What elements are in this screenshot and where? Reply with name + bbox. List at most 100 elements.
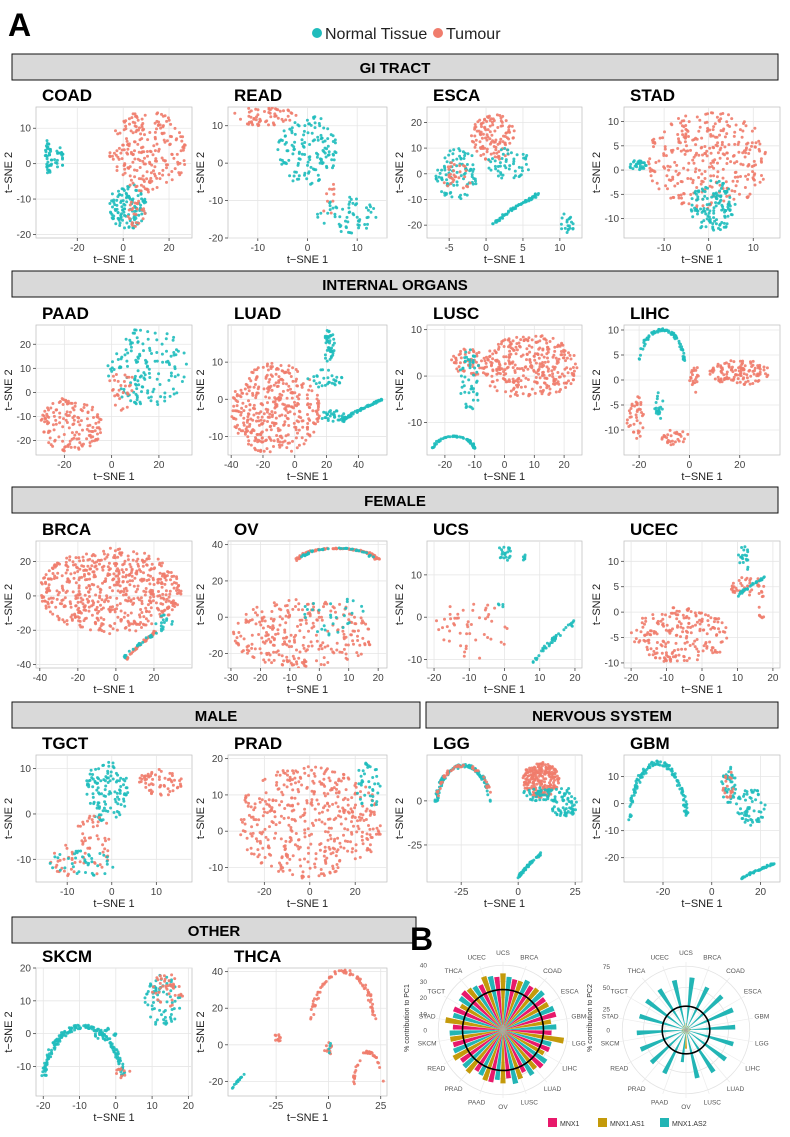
point-normal bbox=[690, 197, 694, 201]
point-tumour bbox=[465, 632, 469, 636]
point-normal bbox=[303, 173, 306, 177]
point-tumour bbox=[233, 111, 237, 115]
point-normal bbox=[313, 115, 317, 119]
point-normal bbox=[718, 189, 722, 193]
point-tumour bbox=[269, 373, 273, 377]
point-tumour bbox=[141, 159, 145, 163]
point-tumour bbox=[282, 659, 286, 663]
point-tumour bbox=[335, 641, 339, 645]
point-tumour bbox=[664, 651, 668, 655]
point-normal bbox=[44, 148, 48, 152]
point-normal bbox=[728, 204, 732, 208]
point-tumour bbox=[136, 118, 140, 122]
point-tumour bbox=[83, 568, 87, 572]
point-normal bbox=[634, 163, 638, 167]
point-normal bbox=[290, 143, 294, 147]
point-normal bbox=[172, 353, 176, 357]
point-normal bbox=[162, 621, 166, 624]
x-tick-label: -10 bbox=[467, 460, 482, 471]
point-normal bbox=[465, 437, 469, 441]
point-tumour bbox=[523, 385, 527, 389]
point-tumour bbox=[247, 649, 251, 653]
point-normal bbox=[712, 228, 716, 232]
point-normal bbox=[332, 153, 335, 157]
point-normal bbox=[365, 226, 368, 230]
point-normal bbox=[367, 554, 371, 558]
y-tick-label: 0 bbox=[25, 388, 31, 399]
point-tumour bbox=[247, 439, 251, 443]
group-header-gi-tract: GI TRACT bbox=[11, 53, 779, 81]
point-tumour bbox=[47, 597, 51, 601]
point-normal bbox=[513, 169, 517, 173]
point-tumour bbox=[297, 420, 300, 424]
point-normal bbox=[307, 170, 311, 174]
point-tumour bbox=[458, 170, 462, 174]
point-normal bbox=[303, 124, 307, 128]
point-tumour bbox=[175, 137, 179, 141]
point-tumour bbox=[698, 118, 702, 122]
point-tumour bbox=[241, 649, 245, 653]
point-tumour bbox=[697, 176, 701, 179]
point-tumour bbox=[233, 390, 237, 393]
point-normal bbox=[288, 174, 292, 178]
point-tumour bbox=[281, 389, 285, 393]
point-tumour bbox=[249, 430, 253, 434]
point-tumour bbox=[452, 622, 456, 626]
point-tumour bbox=[709, 134, 713, 138]
point-tumour bbox=[136, 622, 140, 626]
point-normal bbox=[363, 223, 367, 226]
point-tumour bbox=[146, 603, 150, 607]
point-tumour bbox=[288, 613, 292, 617]
point-tumour bbox=[754, 141, 758, 145]
point-tumour bbox=[47, 583, 51, 587]
point-tumour bbox=[65, 410, 69, 414]
point-normal bbox=[149, 635, 152, 639]
point-tumour bbox=[111, 577, 115, 581]
point-tumour bbox=[291, 379, 295, 383]
point-tumour bbox=[235, 404, 239, 408]
point-tumour bbox=[249, 115, 253, 119]
y-axis-label: t−SNE 2 bbox=[591, 152, 603, 193]
point-tumour bbox=[736, 175, 740, 179]
point-tumour bbox=[510, 124, 514, 128]
point-tumour bbox=[437, 628, 441, 632]
point-tumour bbox=[641, 625, 645, 629]
point-tumour bbox=[123, 626, 127, 630]
point-tumour bbox=[50, 566, 54, 570]
point-tumour bbox=[491, 369, 495, 373]
point-normal bbox=[526, 168, 530, 172]
point-normal bbox=[475, 393, 479, 397]
point-tumour bbox=[285, 446, 289, 450]
point-tumour bbox=[573, 362, 577, 366]
point-normal bbox=[291, 179, 295, 183]
point-tumour bbox=[634, 413, 638, 417]
point-normal bbox=[328, 357, 332, 361]
point-tumour bbox=[146, 138, 150, 142]
point-tumour bbox=[443, 617, 446, 621]
point-tumour bbox=[265, 428, 269, 432]
point-tumour bbox=[519, 338, 523, 342]
point-tumour bbox=[711, 134, 715, 138]
point-tumour bbox=[127, 596, 131, 600]
point-tumour bbox=[108, 632, 112, 636]
y-tick-label: 0 bbox=[217, 395, 223, 406]
point-normal bbox=[329, 409, 332, 413]
point-tumour bbox=[64, 412, 68, 416]
point-normal bbox=[701, 197, 705, 201]
point-tumour bbox=[710, 165, 714, 168]
point-tumour bbox=[69, 445, 73, 449]
point-normal bbox=[125, 200, 129, 204]
point-normal bbox=[657, 409, 660, 413]
point-tumour bbox=[121, 143, 125, 147]
point-tumour bbox=[291, 439, 294, 443]
point-normal bbox=[523, 199, 527, 203]
point-normal bbox=[368, 203, 372, 207]
point-tumour bbox=[295, 395, 299, 399]
point-normal bbox=[310, 131, 314, 135]
point-normal bbox=[302, 129, 306, 133]
point-tumour bbox=[555, 359, 559, 363]
point-tumour bbox=[300, 436, 304, 440]
point-tumour bbox=[296, 370, 300, 373]
point-tumour bbox=[762, 365, 766, 369]
point-tumour bbox=[81, 598, 85, 602]
